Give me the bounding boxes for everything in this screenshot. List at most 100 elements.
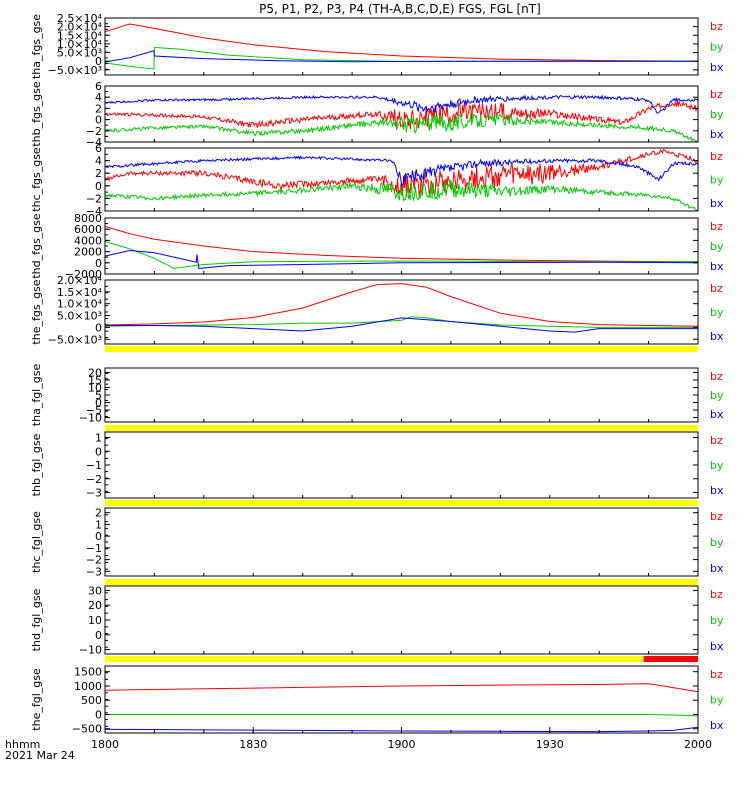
series-line-bz — [105, 148, 698, 198]
legend-bx: bx — [710, 484, 724, 497]
ytick-label: 0 — [95, 257, 102, 270]
mode-bar-segment — [105, 425, 698, 431]
legend-bz: bz — [710, 282, 723, 295]
series-group — [105, 94, 698, 142]
ytick-label: −500 — [72, 723, 102, 736]
panel-frame — [104, 665, 699, 734]
series-line-by — [105, 714, 698, 717]
ytick-label: 6 — [95, 80, 102, 93]
ytick-label: −2 — [86, 554, 102, 567]
ylabel: the_fgs_gse — [30, 279, 43, 344]
ytick-label: 1.0×10⁴ — [57, 38, 103, 51]
ytick-label: 500 — [81, 694, 102, 707]
panel-frame — [104, 85, 699, 143]
legend-bx: bx — [710, 197, 724, 210]
mode-bar-segment — [105, 656, 644, 662]
legend-bx: bx — [710, 719, 724, 732]
ytick-label: 0 — [95, 445, 102, 458]
series-group — [105, 23, 698, 70]
ytick-label: 10 — [88, 614, 102, 627]
mode-bar — [105, 500, 698, 506]
ylabel: thb_fgs_gse — [30, 81, 43, 147]
ytick-label: −1 — [86, 542, 102, 555]
series-line-bz — [105, 225, 698, 263]
ytick-label: 5.0×10³ — [57, 310, 102, 323]
ytick-label: 0 — [95, 55, 102, 68]
ytick-label: 2.0×10⁴ — [57, 21, 103, 34]
legend-bz: bz — [710, 434, 723, 447]
mode-bar-segment — [105, 500, 698, 506]
ytick-label: 6000 — [74, 223, 102, 236]
ytick-label: 5.0×10³ — [57, 47, 102, 60]
panel-thc_fgl_gse: 210−1−2−3 thc_fgl_gse bz by bx — [30, 507, 724, 579]
legend-bx: bx — [710, 128, 724, 141]
time-axis-label-date: 2021 Mar 24 — [5, 749, 75, 762]
series-line-by — [105, 179, 698, 211]
ytick-label: 1.5×10⁴ — [57, 29, 103, 42]
legend-by: by — [710, 694, 724, 707]
series-line-bx — [105, 50, 698, 63]
legend-bx: bx — [710, 61, 724, 74]
ytick-label: 2.5×10⁴ — [57, 12, 103, 25]
time-axis-label-hhmm: hhmm — [5, 738, 40, 751]
ytick-label: 1 — [95, 518, 102, 531]
series-line-bz — [105, 99, 698, 130]
time-axis: 1800 1830 1900 1930 2000 — [91, 727, 712, 751]
ytick-label: 2000 — [74, 246, 102, 259]
ytick-label: −10 — [79, 644, 102, 657]
ylabel: thd_fgl_gse — [30, 588, 43, 651]
legend-bz: bz — [710, 88, 723, 101]
ytick-label: 8000 — [74, 212, 102, 225]
series-line-by — [105, 241, 698, 269]
mode-bar — [105, 579, 698, 585]
ytick-label: −3 — [86, 565, 102, 578]
legend-by: by — [710, 174, 724, 187]
ytick-label: 30 — [88, 584, 102, 597]
ytick-label: 0 — [95, 397, 102, 410]
legend-by: by — [710, 536, 724, 549]
series-line-bz — [105, 283, 698, 327]
ytick-label: 15 — [88, 374, 102, 387]
ytick-label: −10 — [79, 412, 102, 425]
ytick-label: 2 — [95, 167, 102, 180]
panel-frame — [104, 147, 699, 212]
ytick-label: −2000 — [65, 268, 102, 281]
ylabel: thc_fgl_gse — [30, 511, 43, 573]
ytick-label: 1000 — [74, 680, 102, 693]
ylabel: thb_fgl_gse — [30, 433, 43, 496]
ytick-label: 1.5×10⁴ — [57, 286, 103, 299]
ytick-label: −2 — [86, 125, 102, 138]
panel-frame — [104, 367, 699, 423]
panel-frame — [104, 17, 699, 76]
series-line-bx — [105, 155, 698, 186]
legend-by: by — [710, 614, 724, 627]
legend-by: by — [710, 41, 724, 54]
mode-bar-segment — [105, 579, 698, 585]
series-line-bz — [105, 683, 698, 693]
ytick-label: 4 — [95, 91, 102, 104]
panel-frame — [104, 431, 699, 499]
legend-by: by — [710, 459, 724, 472]
panel-thd_fgl_gse: 30 20 10 0 −10 thd_fgl_gse bz by bx — [30, 584, 724, 656]
panel-frame — [104, 279, 699, 345]
legend-bz: bz — [710, 370, 723, 383]
legend-bz: bz — [710, 588, 723, 601]
ytick-label: 2 — [95, 507, 102, 520]
ytick-label: −1 — [86, 459, 102, 472]
ytick-label: 4 — [95, 155, 102, 168]
ytick-label: −5.0×10³ — [48, 64, 102, 77]
legend-bx: bx — [710, 640, 724, 653]
panel-thb_fgs_gse: 420−2−4 6 thb_fgs_gse bz by bx — [30, 80, 724, 149]
series-line-by — [105, 112, 698, 142]
ytick-label: 2.0×10⁴ — [57, 274, 103, 287]
ytick-label: 0 — [95, 530, 102, 543]
panel-frame — [104, 507, 699, 577]
ytick-label: 20 — [88, 599, 102, 612]
mode-bar — [105, 346, 698, 352]
